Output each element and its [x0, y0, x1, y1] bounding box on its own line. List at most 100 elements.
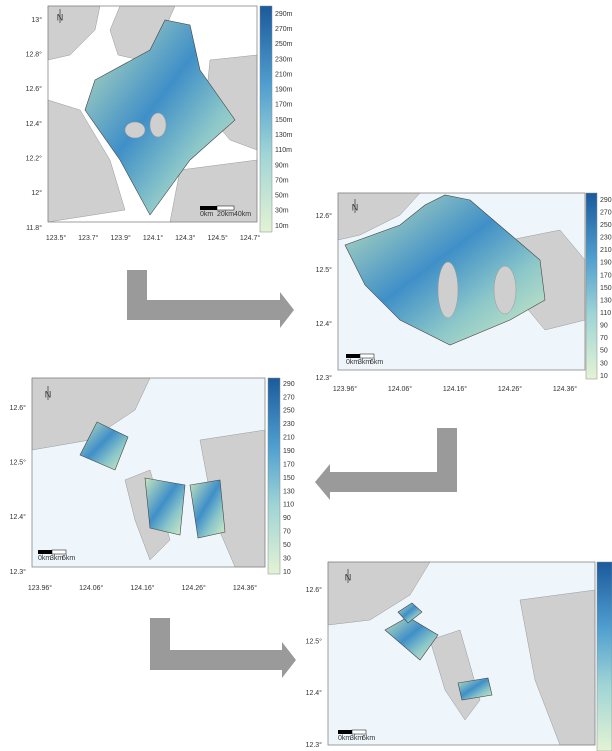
colorbar-label: 170: [283, 461, 295, 468]
y-tick-label: 12.4°: [306, 689, 323, 697]
scale-label: 6km: [362, 735, 375, 742]
colorbar-label: 170m: [275, 102, 293, 109]
colorbar-label: 190: [283, 448, 295, 455]
y-tick-label: 12.5°: [316, 266, 333, 274]
scale-bar: [360, 354, 374, 358]
colorbar-label: 270: [600, 209, 612, 216]
x-tick-label: 124.26°: [182, 584, 206, 592]
scale-bar: [38, 550, 52, 554]
x-tick-label: 124.06°: [388, 385, 412, 393]
x-tick-label: 123.9°: [111, 234, 132, 242]
colorbar-label: 230: [283, 421, 295, 428]
map-panel-4: [328, 562, 595, 745]
colorbar-label: 90: [283, 515, 291, 522]
y-tick-label: 12.2°: [26, 155, 43, 163]
y-tick-label: 12.3°: [316, 374, 333, 382]
colorbar-label: 30m: [275, 208, 289, 215]
x-tick-label: 123.7°: [78, 234, 99, 242]
map-panel-2: [338, 193, 585, 370]
colorbar-label: 250: [600, 222, 612, 229]
island: [438, 262, 458, 318]
x-tick-label: 124.36°: [233, 584, 257, 592]
scale-bar: [346, 354, 360, 358]
arrow: [150, 618, 296, 678]
colorbar-label: 290: [600, 197, 612, 204]
colorbar-label: 50m: [275, 193, 289, 200]
colorbar-label: 210: [283, 435, 295, 442]
scale-label: 6km: [62, 555, 75, 562]
y-tick-label: 12.4°: [10, 513, 27, 521]
colorbar-label: 290: [283, 381, 295, 388]
arrow: [315, 428, 457, 500]
colorbar-label: 130: [600, 297, 612, 304]
colorbar-label: 290m: [275, 11, 293, 18]
x-tick-label: 124.06°: [79, 584, 103, 592]
scale-label: 20km: [217, 211, 234, 218]
colorbar-label: 50: [283, 542, 291, 549]
figure: 290m270m250m230m210m190m170m150m130m110m…: [0, 0, 612, 751]
island: [494, 266, 516, 314]
colorbar-label: 150: [600, 285, 612, 292]
x-tick-label: 123.96°: [28, 584, 52, 592]
y-tick-label: 11.8°: [26, 224, 42, 232]
y-tick-label: 12.4°: [26, 120, 43, 128]
y-tick-label: 12.5°: [306, 638, 323, 646]
x-tick-label: 124.36°: [553, 385, 577, 393]
colorbar-label: 150: [283, 475, 295, 482]
y-tick-label: 12.6°: [306, 586, 323, 594]
colorbar-label: 210: [600, 247, 612, 254]
island: [125, 122, 145, 138]
scale-bar: [52, 550, 66, 554]
colorbar: [586, 193, 597, 379]
colorbar-label: 270: [283, 394, 295, 401]
colorbar-label: 250m: [275, 41, 293, 48]
colorbar-label: 90m: [275, 162, 289, 169]
colorbar-label: 210m: [275, 71, 293, 78]
arrow: [127, 270, 294, 328]
map-panel-1: [48, 6, 257, 222]
map-panel-3: [32, 378, 265, 567]
survey-region: [145, 478, 185, 535]
colorbar-label: 70: [600, 335, 608, 342]
x-tick-label: 124.16°: [443, 385, 467, 393]
y-tick-label: 12.6°: [316, 212, 333, 220]
island: [150, 113, 166, 137]
y-tick-label: 12.6°: [10, 404, 27, 412]
colorbar: [260, 6, 272, 232]
y-tick-label: 13°: [31, 16, 42, 24]
y-tick-label: 12°: [31, 189, 42, 197]
scale-bar: [338, 730, 352, 734]
colorbar-label: 230m: [275, 56, 293, 63]
colorbar-label: 130: [283, 488, 295, 495]
x-tick-label: 124.7°: [240, 234, 261, 242]
colorbar-label: 90: [600, 323, 608, 330]
colorbar-label: 50: [600, 348, 608, 355]
colorbar-label: 150m: [275, 117, 293, 124]
colorbar-label: 30: [600, 360, 608, 367]
colorbar-label: 10: [600, 373, 608, 380]
y-tick-label: 12.5°: [10, 459, 27, 467]
colorbar-label: 190m: [275, 87, 293, 94]
x-tick-label: 124.26°: [498, 385, 522, 393]
scale-label: 40km: [234, 211, 251, 218]
x-tick-label: 124.5°: [208, 234, 229, 242]
y-tick-label: 12.8°: [26, 51, 43, 59]
colorbar: [597, 562, 612, 751]
scale-bar: [217, 206, 234, 210]
colorbar-label: 110m: [275, 147, 292, 154]
colorbar-label: 70: [283, 529, 291, 536]
colorbar: [268, 378, 280, 574]
x-tick-label: 123.5°: [46, 234, 67, 242]
colorbar-label: 10m: [275, 223, 289, 230]
colorbar-label: 190: [600, 260, 612, 267]
colorbar-label: 30: [283, 555, 291, 562]
x-tick-label: 124.16°: [130, 584, 154, 592]
scale-bar: [200, 206, 217, 210]
colorbar-label: 10: [283, 569, 291, 576]
y-tick-label: 12.3°: [306, 741, 323, 749]
x-tick-label: 123.96°: [333, 385, 357, 393]
scale-label: 6km: [370, 359, 383, 366]
colorbar-label: 250: [283, 408, 295, 415]
y-tick-label: 12.6°: [26, 85, 43, 93]
colorbar-label: 270m: [275, 26, 293, 33]
